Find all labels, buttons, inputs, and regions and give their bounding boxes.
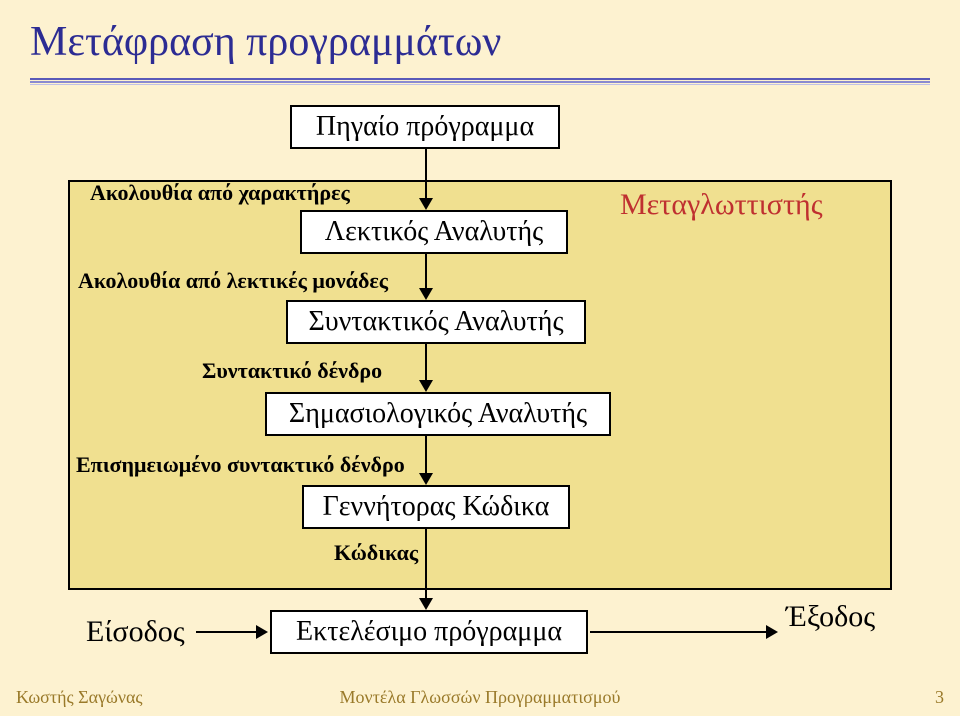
- label-stree: Συντακτικό δένδρο: [202, 358, 382, 384]
- footer-title: Μοντέλα Γλωσσών Προγραμματισμού: [340, 687, 621, 708]
- title-divider: [30, 78, 930, 86]
- footer-page: 3: [935, 687, 944, 708]
- slide: Μετάφραση προγραμμάτων Μεταγλωττιστής Πη…: [0, 0, 960, 716]
- output-label: Έξοδος: [786, 600, 875, 634]
- stage-lexer: Λεκτικός Αναλυτής: [300, 210, 568, 254]
- stage-source: Πηγαίο πρόγραμμα: [290, 105, 560, 149]
- stage-codegen: Γεννήτορας Κώδικα: [302, 485, 570, 529]
- compiler-label: Μεταγλωττιστής: [620, 188, 823, 222]
- label-chars: Ακολουθία από χαρακτήρες: [90, 180, 350, 206]
- slide-title: Μετάφραση προγραμμάτων: [30, 18, 501, 66]
- footer-author: Κωστής Σαγώνας: [16, 687, 143, 708]
- label-tokens: Ακολουθία από λεκτικές μονάδες: [78, 268, 388, 294]
- stage-exec: Εκτελέσιμο πρόγραμμα: [270, 610, 588, 654]
- input-label: Είσοδος: [86, 615, 185, 649]
- stage-parser: Συντακτικός Αναλυτής: [286, 300, 586, 344]
- label-atree: Επισημειωμένο συντακτικό δένδρο: [76, 452, 405, 478]
- stage-semantic: Σημασιολογικός Αναλυτής: [265, 392, 611, 436]
- label-code: Κώδικας: [334, 540, 418, 566]
